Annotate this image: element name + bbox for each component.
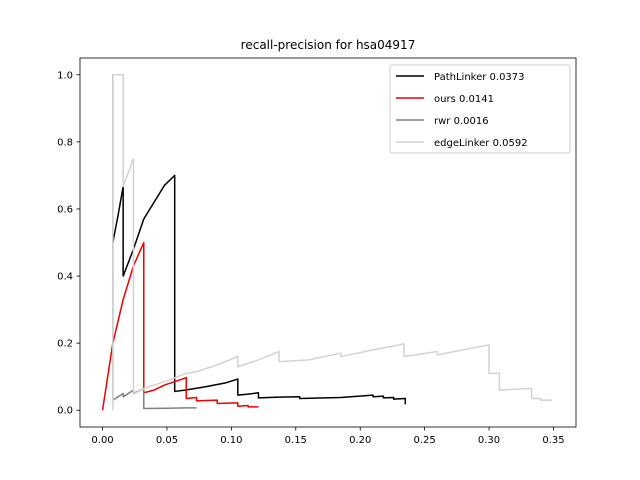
chart-title: recall-precision for hsa04917 — [241, 38, 416, 52]
y-tick-label: 0.2 — [57, 339, 73, 350]
y-tick-label: 0.6 — [57, 204, 73, 215]
y-tick-label: 0.4 — [57, 272, 73, 283]
legend-box — [389, 64, 571, 154]
x-tick-label: 0.30 — [478, 435, 500, 446]
x-tick-label: 0.35 — [542, 435, 564, 446]
legend-label-1: ours 0.0141 — [434, 94, 494, 105]
x-tick-label: 0.15 — [285, 435, 307, 446]
x-tick-label: 0.00 — [91, 435, 113, 446]
series-line-1 — [101, 241, 259, 411]
axes: 0.00 0.05 0.10 0.15 0.20 0.25 0.30 0.35 0.0 0.2 0.… — [57, 57, 577, 446]
x-tick-label: 0.05 — [156, 435, 178, 446]
x-tick-label: 0.20 — [349, 435, 371, 446]
plot-lines — [101, 74, 553, 411]
x-tick-label: 0.25 — [413, 435, 435, 446]
y-tick-label: 0.8 — [57, 137, 73, 148]
legend-label-3: edgeLinker 0.0592 — [434, 138, 528, 149]
y-tick-label: 1.0 — [57, 70, 73, 81]
series-line-2 — [112, 74, 197, 410]
y-tick-label: 0.0 — [57, 406, 73, 417]
legend: PathLinker 0.0373 ours 0.0141 rwr 0.0016 ed… — [389, 64, 571, 154]
legend-label-0: PathLinker 0.0373 — [434, 72, 525, 83]
legend-label-2: rwr 0.0016 — [434, 116, 489, 127]
plot-frame — [79, 57, 577, 428]
series-line-3 — [112, 74, 553, 411]
series-line-0 — [112, 174, 407, 405]
x-tick-label: 0.10 — [220, 435, 242, 446]
